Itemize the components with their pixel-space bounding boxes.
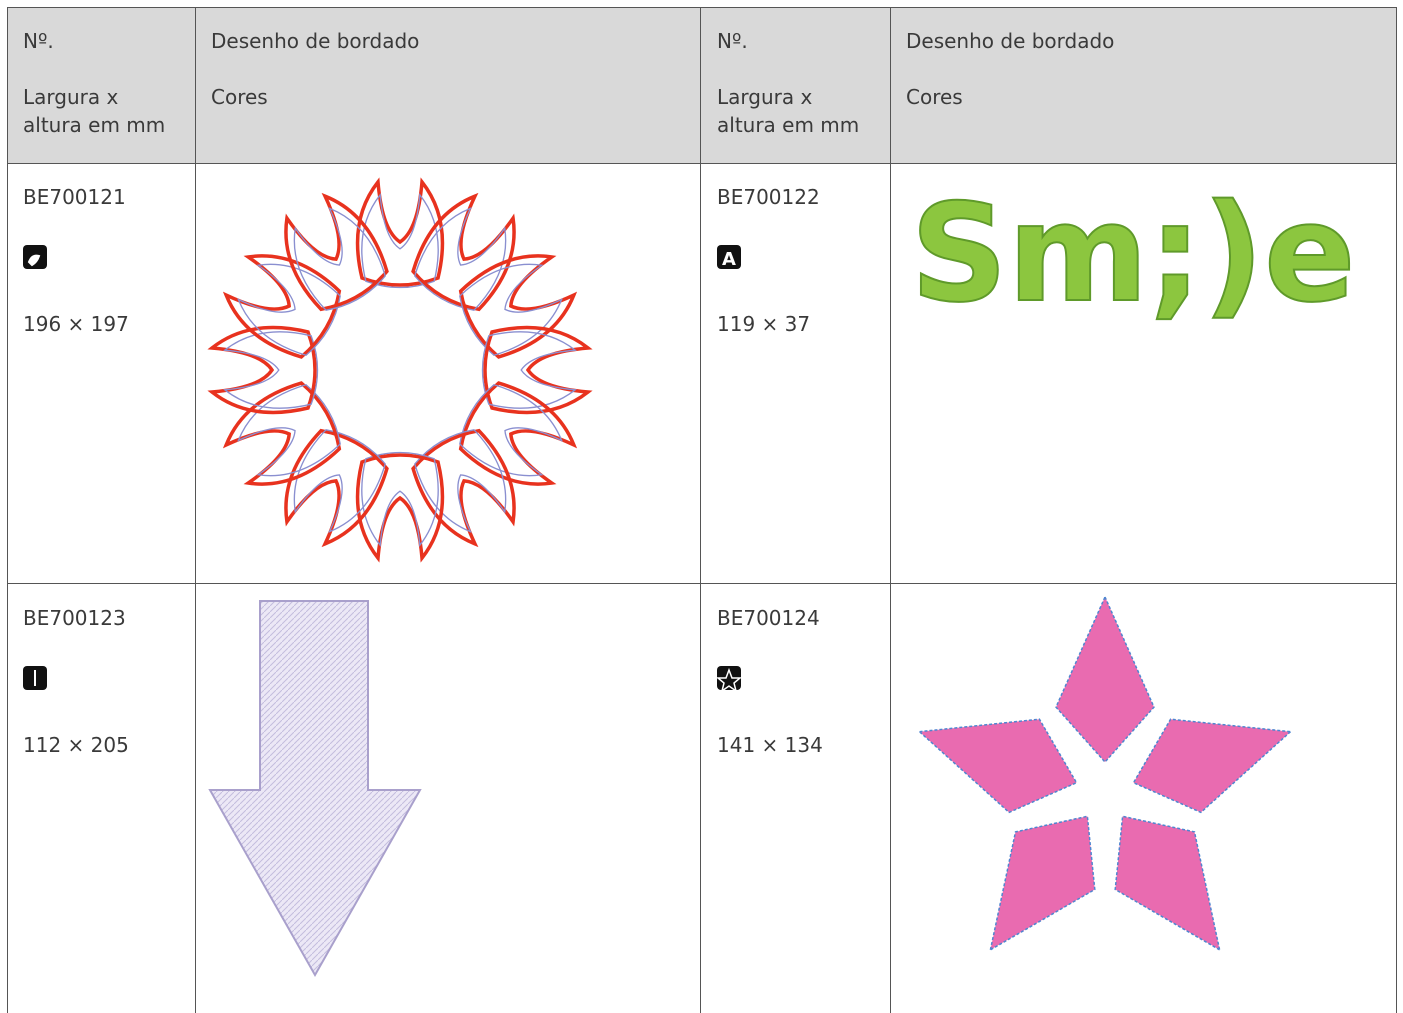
smile-design: Sm;)e (910, 175, 1355, 332)
petal (458, 381, 578, 486)
icon-glyph: A (722, 249, 736, 270)
font-icon (717, 245, 741, 269)
header-colors: Cores (211, 85, 268, 109)
design-size: 112 × 205 (23, 733, 129, 757)
header-colors: Cores (906, 85, 963, 109)
petal (207, 325, 319, 415)
design-size: 141 × 134 (717, 733, 823, 757)
petal (411, 428, 516, 548)
petal (481, 325, 593, 415)
petal-inner (414, 429, 507, 533)
petal (355, 451, 445, 563)
cell (890, 163, 1397, 584)
sun-design (207, 177, 593, 563)
header-size: Largura x altura em mm (717, 85, 860, 137)
icon-glyph (27, 254, 41, 267)
cell (7, 163, 195, 584)
design-number: BE700122 (717, 185, 820, 209)
petal-inner (293, 207, 386, 311)
header-size: Largura x altura em mm (23, 85, 166, 137)
cell (890, 583, 1397, 1013)
petal-outline (411, 192, 516, 312)
header-cell (700, 7, 890, 164)
header-design: Desenho de bordado (211, 29, 420, 53)
design-size: 196 × 197 (23, 312, 129, 336)
star-point (989, 815, 1096, 952)
design-number: BE700124 (717, 606, 820, 630)
petal-inner (459, 384, 563, 477)
petal-outline (458, 381, 578, 486)
petal-inner (237, 384, 341, 477)
petal-outline (222, 381, 342, 486)
petal-inner (414, 207, 507, 311)
petal-outline (483, 325, 593, 415)
petal-inner (293, 429, 386, 533)
petal (222, 381, 342, 486)
header-cell (7, 7, 195, 164)
design-number: BE700123 (23, 606, 126, 630)
petal-outline (355, 453, 445, 563)
petal-outline (222, 254, 342, 359)
petal (411, 192, 516, 312)
cell (700, 163, 890, 584)
star-point (1114, 815, 1221, 952)
design-size: 119 × 37 (717, 312, 811, 336)
header-cell (195, 7, 700, 164)
cell (195, 583, 700, 1013)
star-point (917, 718, 1078, 814)
cell (700, 583, 890, 1013)
petal-inner (237, 263, 341, 356)
header-number: Nº. (23, 29, 54, 53)
petal (284, 428, 389, 548)
header-cell (890, 7, 1397, 164)
arrow-design (208, 600, 422, 978)
star-point (1132, 718, 1293, 814)
star-point (1055, 595, 1155, 764)
design-number: BE700121 (23, 185, 126, 209)
petal-inner (361, 193, 439, 289)
header-design: Desenho de bordado (906, 29, 1115, 53)
petal (355, 177, 445, 289)
header-number: Nº. (717, 29, 748, 53)
icon-glyph (715, 667, 743, 693)
cell (195, 163, 700, 584)
petal-outline (284, 192, 389, 312)
petal-inner (459, 263, 563, 356)
petal-outline (411, 428, 516, 548)
petal-outline (355, 177, 445, 287)
petal-inner (223, 331, 319, 409)
petal-inner (361, 451, 439, 547)
petal (284, 192, 389, 312)
petal-outline (207, 325, 317, 415)
cell (7, 583, 195, 1013)
petal (458, 254, 578, 359)
petal-inner (481, 331, 577, 409)
petal-outline (458, 254, 578, 359)
petal-outline (284, 428, 389, 548)
star-design (917, 595, 1293, 952)
petal (222, 254, 342, 359)
